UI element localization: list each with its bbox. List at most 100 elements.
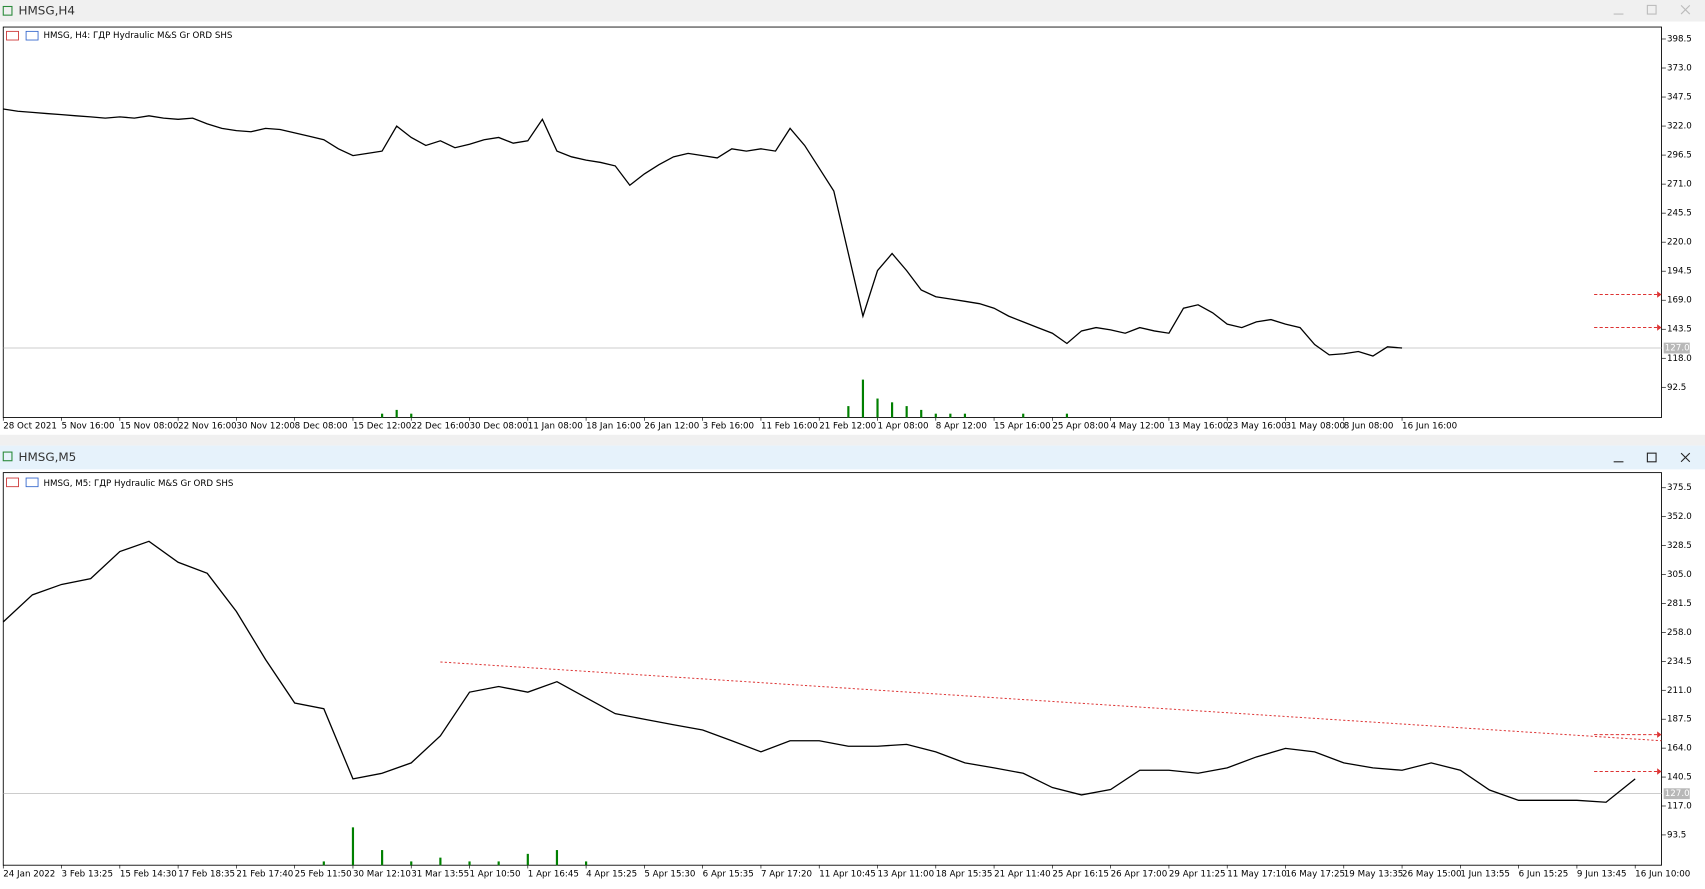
y-tick-label: 373.0 xyxy=(1667,64,1692,74)
y-tick-label: 140.5 xyxy=(1667,773,1692,783)
grid-icon[interactable] xyxy=(6,477,19,488)
trendline xyxy=(440,661,1662,742)
chart-icon[interactable] xyxy=(25,30,39,41)
x-tick-label: 26 Apr 17:00 xyxy=(1111,869,1168,879)
y-tick-label: 258.0 xyxy=(1667,628,1692,638)
x-tick-label: 11 Feb 16:00 xyxy=(761,422,818,432)
x-tick-label: 11 May 17:10 xyxy=(1227,869,1287,879)
x-tick-label: 23 May 16:00 xyxy=(1227,422,1287,432)
x-tick-label: 24 Jan 2022 xyxy=(3,869,55,879)
x-tick-label: 1 Apr 10:50 xyxy=(470,869,521,879)
x-tick-label: 1 Jun 13:55 xyxy=(1460,869,1510,879)
x-tick-label: 13 Apr 11:00 xyxy=(878,869,935,879)
window-controls[interactable] xyxy=(1613,4,1691,15)
x-tick-label: 30 Dec 08:00 xyxy=(470,422,528,432)
x-tick-label: 7 Apr 17:20 xyxy=(761,869,812,879)
x-tick-label: 3 Feb 16:00 xyxy=(703,422,754,432)
y-tick-label: 211.0 xyxy=(1667,686,1692,696)
volume-bar xyxy=(949,413,952,418)
x-tick-label: 30 Nov 12:00 xyxy=(236,422,295,432)
x-tick-label: 1 Apr 08:00 xyxy=(878,422,929,432)
volume-bar xyxy=(847,406,850,418)
volume-bar xyxy=(905,406,908,418)
x-tick-label: 15 Dec 12:00 xyxy=(353,422,411,432)
chart-label: HMSG, M5: ГДР Hydraulic M&S Gr ORD SHS xyxy=(43,479,233,489)
last-price-label: 127.0 xyxy=(1665,789,1690,799)
y-tick-label: 234.5 xyxy=(1667,657,1692,667)
x-tick-label: 26 May 15:00 xyxy=(1402,869,1462,879)
volume-bar xyxy=(468,861,471,866)
y-tick-label: 118.0 xyxy=(1667,354,1692,364)
volume-bar xyxy=(410,861,413,866)
y-tick-label: 169.0 xyxy=(1667,296,1692,306)
last-price-label: 127.0 xyxy=(1665,344,1690,354)
y-tick-label: 164.0 xyxy=(1667,744,1692,754)
volume-bar xyxy=(963,413,967,418)
x-tick-label: 25 Feb 11:50 xyxy=(295,869,352,879)
x-tick-label: 8 Apr 12:00 xyxy=(936,422,987,432)
x-tick-label: 22 Nov 16:00 xyxy=(178,422,237,432)
window-controls[interactable] xyxy=(1613,452,1691,463)
chart-label: HMSG, H4: ГДР Hydraulic M&S Gr ORD SHS xyxy=(43,31,232,41)
x-tick-label: 22 Dec 16:00 xyxy=(411,422,469,432)
volume-bar xyxy=(410,413,413,418)
window-icon xyxy=(2,451,13,462)
y-tick-label: 93.5 xyxy=(1667,830,1686,840)
last-price-box xyxy=(1663,342,1690,354)
x-tick-label: 4 Apr 15:25 xyxy=(586,869,637,879)
volume-bar xyxy=(322,861,325,866)
volume-bar xyxy=(876,398,879,418)
window-icon xyxy=(2,5,13,16)
x-tick-label: 8 Dec 08:00 xyxy=(295,422,348,432)
volume-bar xyxy=(1022,413,1025,418)
x-tick-label: 15 Feb 14:30 xyxy=(120,869,177,879)
volume-bar xyxy=(526,853,529,866)
y-tick-label: 322.0 xyxy=(1667,122,1692,132)
x-tick-label: 21 Feb 12:00 xyxy=(819,422,876,432)
x-tick-label: 21 Feb 17:40 xyxy=(236,869,293,879)
y-tick-label: 220.0 xyxy=(1667,238,1692,248)
x-tick-label: 19 May 13:35 xyxy=(1344,869,1404,879)
alert-arrow xyxy=(1657,324,1662,331)
x-tick-label: 29 Apr 11:25 xyxy=(1169,869,1226,879)
x-tick-label: 15 Nov 08:00 xyxy=(120,422,179,432)
volume-bar xyxy=(890,402,894,418)
y-tick-label: 245.5 xyxy=(1667,209,1692,219)
y-tick-label: 92.5 xyxy=(1667,383,1686,393)
last-price-box xyxy=(1663,788,1690,800)
volume-bar xyxy=(934,413,937,418)
x-tick-label: 17 Feb 18:35 xyxy=(178,869,235,879)
x-tick-label: 4 May 12:00 xyxy=(1111,422,1165,432)
x-tick-label: 16 Jun 10:00 xyxy=(1635,869,1690,879)
volume-bar xyxy=(351,827,355,866)
y-tick-label: 143.5 xyxy=(1667,325,1692,335)
x-tick-label: 31 Mar 13:55 xyxy=(411,869,469,879)
x-tick-label: 6 Apr 15:35 xyxy=(703,869,754,879)
y-tick-label: 187.5 xyxy=(1667,715,1692,725)
x-tick-label: 15 Apr 16:00 xyxy=(994,422,1051,432)
price-line xyxy=(2,540,1636,803)
y-tick-label: 117.0 xyxy=(1667,802,1692,812)
volume-bar xyxy=(381,850,384,866)
window-title: HMSG,H4 xyxy=(18,3,74,17)
grid-icon[interactable] xyxy=(6,30,19,41)
y-tick-label: 296.5 xyxy=(1667,151,1692,161)
volume-bar xyxy=(555,850,559,866)
x-tick-label: 9 Jun 13:45 xyxy=(1577,869,1627,879)
x-tick-label: 11 Apr 10:45 xyxy=(819,869,876,879)
alert-arrow xyxy=(1657,768,1662,775)
y-tick-label: 194.5 xyxy=(1667,267,1692,277)
window-titlebar xyxy=(0,0,1705,22)
plot-frame xyxy=(2,26,1662,418)
x-tick-label: 28 Oct 2021 xyxy=(3,422,57,432)
alert-arrow xyxy=(1657,291,1662,298)
volume-bar xyxy=(439,857,442,866)
chart-icon[interactable] xyxy=(25,477,39,488)
volume-bar xyxy=(920,409,923,418)
y-tick-label: 328.5 xyxy=(1667,541,1692,551)
x-tick-label: 5 Apr 15:30 xyxy=(644,869,695,879)
x-tick-label: 21 Apr 11:40 xyxy=(994,869,1051,879)
alert-arrow xyxy=(1657,731,1662,738)
window-title: HMSG,M5 xyxy=(18,450,76,464)
